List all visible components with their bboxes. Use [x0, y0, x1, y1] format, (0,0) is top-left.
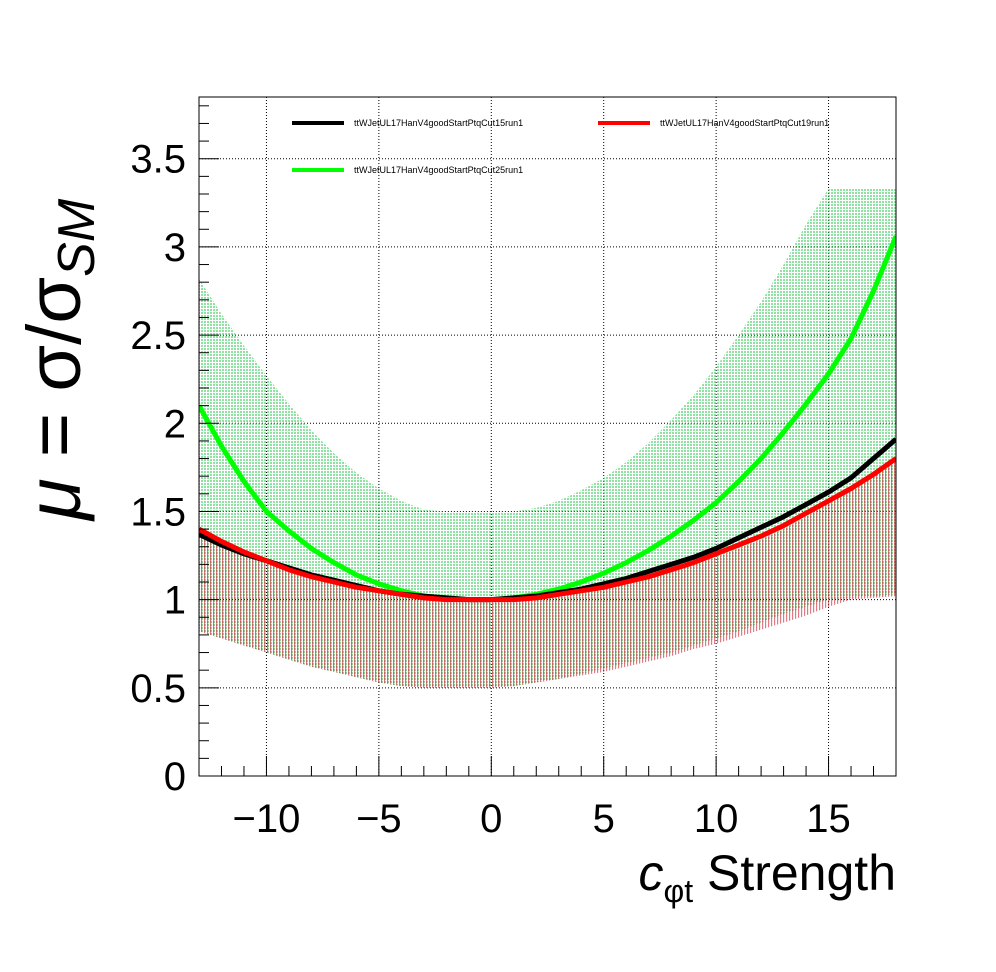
- x-axis-label-main: c: [638, 845, 663, 901]
- y-axis-label-eq: = σ/σ: [12, 277, 97, 479]
- legend-label-1: ttWJetUL17HanV4goodStartPtqCut19run1: [660, 118, 829, 128]
- x-axis-label-sub: φt: [663, 873, 693, 909]
- y-tick-label-6: 3: [164, 226, 186, 270]
- y-axis-label-mu: μ: [12, 478, 97, 522]
- y-axis-label-sub: SM: [48, 198, 106, 277]
- y-tick-label-4: 2: [164, 402, 186, 446]
- x-tick-label-4: 10: [694, 797, 739, 841]
- y-tick-label-3: 1.5: [130, 490, 186, 534]
- y-tick-label-1: 0.5: [130, 667, 186, 711]
- y-tick-label-5: 2.5: [130, 314, 186, 358]
- x-tick-label-2: 0: [480, 797, 502, 841]
- legend-label-2: ttWJetUL17HanV4goodStartPtqCut25run1: [354, 165, 523, 175]
- y-tick-label-0: 0: [164, 755, 186, 799]
- band-ttWJetUL17HanV4goodStartPtqCut19run1: [199, 456, 896, 688]
- series-line-ttWJetUL17HanV4goodStartPtqCut19run1: [199, 456, 896, 603]
- series-line-ttWJetUL17HanV4goodStartPtqCut25run1: [199, 235, 896, 603]
- x-tick-label-1: −5: [356, 797, 402, 841]
- legend: ttWJetUL17HanV4goodStartPtqCut15run1 ttWJ…: [292, 118, 829, 175]
- x-tick-label-0: −10: [233, 797, 301, 841]
- x-axis-label-rest: Strength: [693, 845, 896, 901]
- y-tick-label-7: 3.5: [130, 138, 186, 182]
- x-tick-label-5: 15: [806, 797, 851, 841]
- y-tick-label-2: 1: [164, 579, 186, 623]
- x-tick-label-3: 5: [593, 797, 615, 841]
- series-lines: [199, 235, 896, 603]
- legend-label-0: ttWJetUL17HanV4goodStartPtqCut15run1: [354, 118, 523, 128]
- y-axis-label: μ = σ/σSM: [12, 198, 106, 522]
- axes: −10 −5 0 5 10 15 0 0.5 1 1.5 2 2.5 3 3.5: [130, 105, 897, 841]
- uncertainty-bands: [199, 188, 896, 688]
- x-axis-label: cφt Strength: [638, 845, 896, 909]
- plot-frame: [198, 96, 897, 777]
